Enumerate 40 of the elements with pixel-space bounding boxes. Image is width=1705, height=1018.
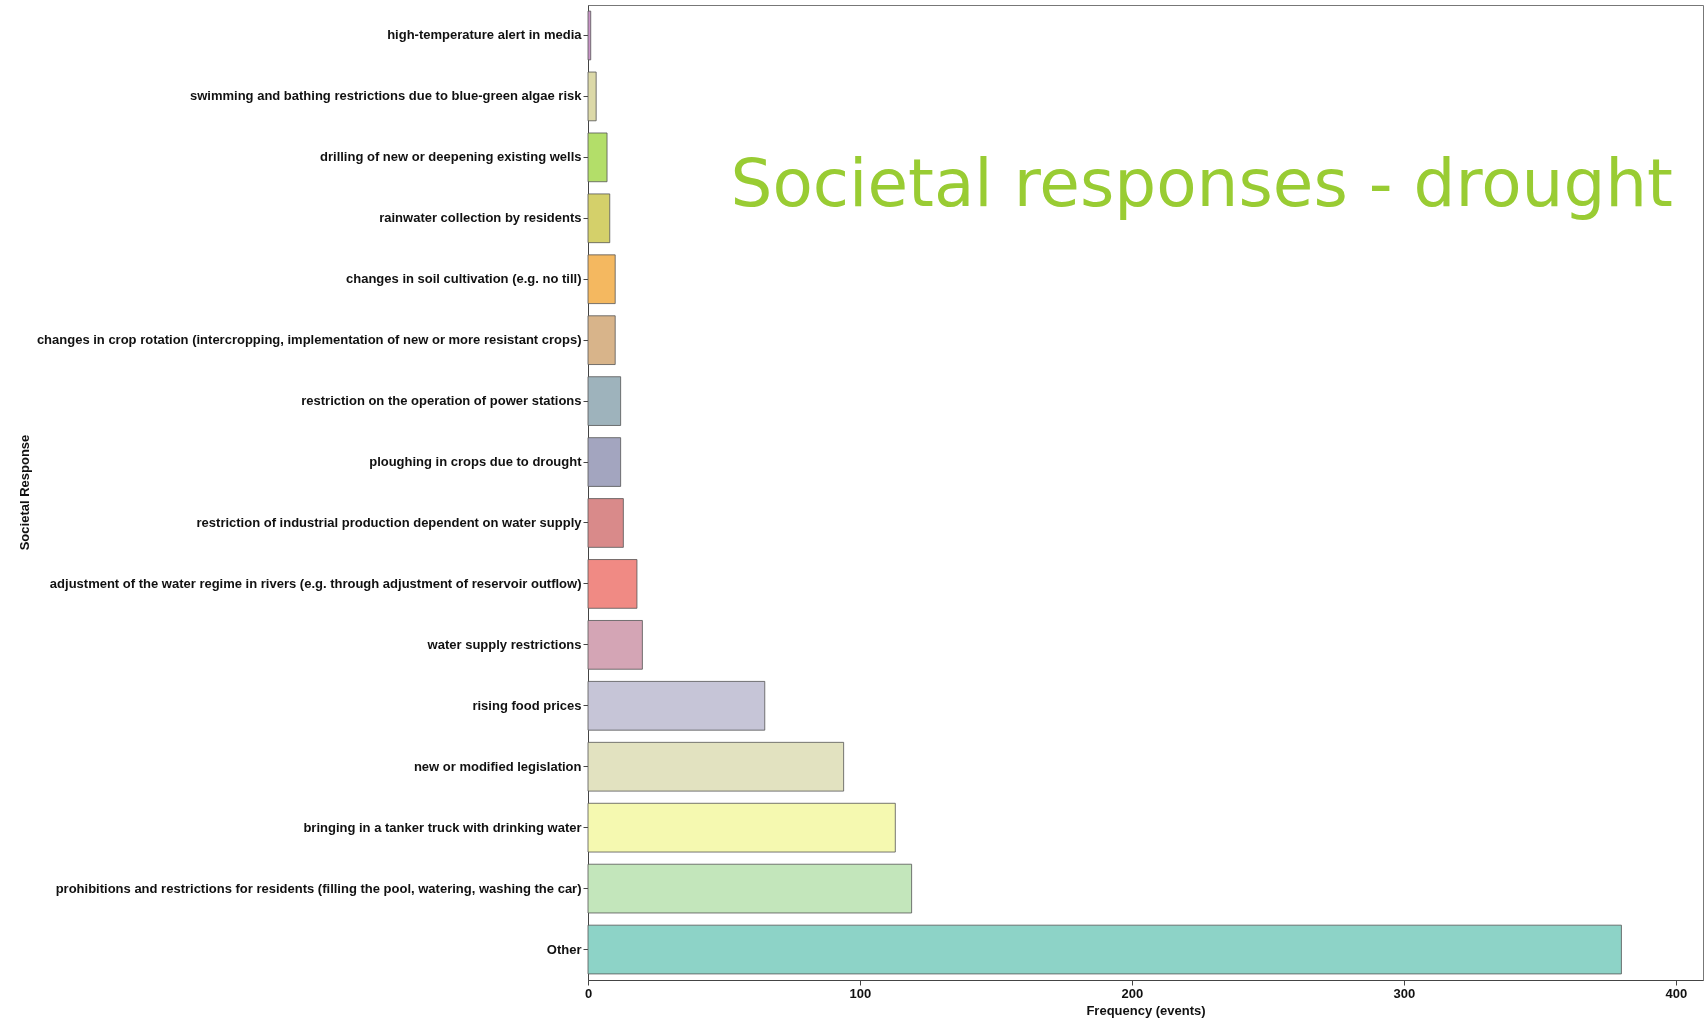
- y-tick-label: rainwater collection by residents: [379, 210, 582, 226]
- y-tick-label: bringing in a tanker truck with drinking water: [303, 819, 582, 835]
- y-tick-label: restriction of industrial production dependent on water supply: [196, 514, 583, 530]
- x-tick-label: 100: [849, 985, 872, 1001]
- bar: [587, 132, 608, 183]
- bar: [587, 802, 896, 853]
- bar: [587, 559, 638, 609]
- y-tick-label: changes in soil cultivation (e.g. no till): [346, 271, 582, 287]
- y-tick-label: new or modified legislation: [413, 758, 582, 774]
- bar: [587, 741, 845, 792]
- x-tick-label: 200: [1121, 985, 1144, 1001]
- y-tick-label: restriction on the operation of power stations: [301, 393, 582, 409]
- bar: [587, 680, 766, 731]
- x-tick-label: 300: [1393, 985, 1416, 1001]
- y-tick-label: changes in crop rotation (intercropping, implementation of new or more resistant crops): [36, 332, 582, 348]
- y-tick-label: water supply restrictions: [426, 636, 582, 652]
- x-tick-label: 400: [1665, 985, 1688, 1001]
- bar: [587, 498, 624, 548]
- y-tick-label: rising food prices: [472, 697, 582, 713]
- bar: [587, 71, 597, 122]
- y-axis-title: Societal Response: [16, 434, 32, 551]
- bar: [587, 10, 592, 61]
- bar: [587, 254, 616, 305]
- y-tick-label: Other: [546, 941, 582, 957]
- bar: [587, 315, 616, 366]
- y-tick-label: high-temperature alert in media: [387, 27, 583, 43]
- y-tick-label: swimming and bathing restrictions due to blue-green algae risk: [189, 88, 583, 104]
- text: Societal responses - drought: [730, 145, 1673, 222]
- bar: [587, 376, 622, 426]
- bar: [587, 863, 913, 914]
- bar: [587, 619, 643, 670]
- y-tick-label: drilling of new or deepening existing wells: [320, 149, 582, 165]
- bar: [587, 924, 1622, 975]
- bar: [587, 437, 622, 487]
- y-tick-label: ploughing in crops due to drought: [369, 454, 583, 470]
- x-axis-title: Frequency (events): [1086, 1002, 1206, 1018]
- y-tick-label: prohibitions and restrictions for residents (filling the pool, watering, washing the car): [55, 880, 582, 896]
- bar: [587, 193, 611, 244]
- x-tick-label: 0: [584, 985, 593, 1001]
- y-tick-label: adjustment of the water regime in rivers (e.g. through adjustment of reservoir outflow): [49, 575, 582, 591]
